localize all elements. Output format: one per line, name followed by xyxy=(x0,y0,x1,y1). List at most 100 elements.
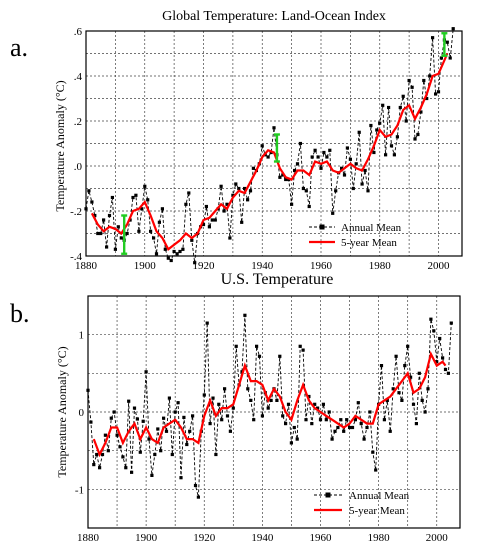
b-annual-point-1886 xyxy=(103,433,107,437)
b-annual-point-1898 xyxy=(138,450,142,454)
panel-a-5-year-mean-series xyxy=(90,53,449,251)
a-annual-point-1960 xyxy=(319,166,323,170)
b-annual-point-1972 xyxy=(353,418,357,422)
a-annual-point-2000 xyxy=(436,90,441,94)
b-annual-point-1993 xyxy=(414,422,418,426)
a-annual-point-1970 xyxy=(348,157,352,161)
b-annual-point-1985 xyxy=(391,387,395,391)
a-annual-point-1937 xyxy=(251,166,255,170)
b-annual-point-1961 xyxy=(321,402,325,406)
b-annual-point-1991 xyxy=(409,375,413,379)
a-annual-point-1902 xyxy=(149,229,153,233)
b-annual-point-1887 xyxy=(106,449,110,453)
b-annual-point-1905 xyxy=(159,449,163,453)
a-annual-point-1962 xyxy=(325,155,329,159)
b-annual-point-1921 xyxy=(205,321,209,325)
a-y-tick-1: -.2 xyxy=(70,206,82,218)
a-annual-point-1983 xyxy=(387,105,391,110)
a-annual-point-1912 xyxy=(178,249,182,254)
b-annual-point-1918 xyxy=(196,495,200,499)
b-annual-point-1900 xyxy=(144,370,148,374)
a-annual-point-1896 xyxy=(131,195,135,200)
a-annual-point-1968 xyxy=(342,173,347,177)
panel-a-plot-frame xyxy=(85,30,463,257)
b-annual-point-1953 xyxy=(298,344,302,348)
a-annual-point-1975 xyxy=(363,168,367,173)
b-annual-point-1895 xyxy=(130,470,134,474)
b-annual-point-1983 xyxy=(385,398,389,402)
b-y-tick-1: 0 xyxy=(79,407,85,419)
a-annual-point-1994 xyxy=(419,110,423,114)
a-x-tick-1920: 1920 xyxy=(193,260,216,272)
b-annual-point-1902 xyxy=(150,473,154,477)
a-x-tick-1940: 1940 xyxy=(251,260,274,272)
a-annual-point-1980 xyxy=(378,121,382,125)
a-annual-point-1940 xyxy=(260,144,264,148)
a-annual-point-1950 xyxy=(290,202,294,206)
a-annual-point-1928 xyxy=(225,202,229,206)
a-annual-point-1915 xyxy=(187,191,191,195)
a-annual-point-1881 xyxy=(87,189,91,193)
a-annual-point-1931 xyxy=(234,182,238,186)
b-annual-point-1901 xyxy=(147,437,151,441)
a-annual-point-1921 xyxy=(204,204,208,209)
panel-a-global-temperature: a. Global Temperature: Land-Ocean Index … xyxy=(10,9,463,272)
panel-a-y-tick-labels: -.4 -.2 .0 .2 .4 .6 xyxy=(70,26,82,263)
b-annual-point-1916 xyxy=(191,414,195,418)
b-annual-point-1995 xyxy=(420,398,424,402)
a-annual-point-1974 xyxy=(360,182,364,186)
b-annual-point-2001 xyxy=(438,336,442,341)
a-annual-point-1946 xyxy=(278,175,282,179)
panel-b-annual-mean-series xyxy=(86,313,453,499)
a-annual-point-1947 xyxy=(281,173,285,177)
a-annual-point-1900 xyxy=(143,184,147,188)
a-annual-point-1990 xyxy=(407,78,411,83)
b-annual-point-1976 xyxy=(365,425,369,430)
b-x-tick-1940: 1940 xyxy=(251,532,274,544)
panel-b-legend-annual-label: Annual Mean xyxy=(349,490,410,502)
panel-a-legend: Annual Mean 5-year Mean xyxy=(309,222,402,249)
b-annual-point-1970 xyxy=(348,425,352,430)
a-annual-point-1958 xyxy=(313,148,317,152)
a-5-year-mean-line xyxy=(90,53,449,251)
a-annual-point-1901 xyxy=(146,198,150,202)
panel-b-legend: Annual Mean 5-year Mean xyxy=(314,490,410,517)
b-annual-point-1890 xyxy=(115,433,119,437)
a-annual-point-1930 xyxy=(231,193,235,197)
panel-b-x-tick-labels: 1880 1900 1920 1940 1960 1980 2000 xyxy=(77,532,448,544)
a-annual-point-1907 xyxy=(163,247,167,251)
a-annual-point-2003 xyxy=(445,40,449,44)
a-annual-point-1914 xyxy=(184,202,188,206)
b-annual-point-2004 xyxy=(446,371,450,375)
b-annual-point-2003 xyxy=(443,367,448,372)
a-x-tick-1900: 1900 xyxy=(134,260,157,272)
a-annual-point-1923 xyxy=(210,218,214,222)
a-annual-point-1969 xyxy=(345,146,349,150)
b-annual-point-1946 xyxy=(278,354,282,358)
b-annual-point-1930 xyxy=(231,406,235,410)
a-y-tick-0: -.4 xyxy=(70,251,82,263)
panel-b-us-temperature: b. U.S. Temperature Temperature Anomaly … xyxy=(10,271,461,544)
a-annual-point-1984 xyxy=(389,144,394,148)
b-annual-point-2000 xyxy=(435,360,439,364)
panel-b-title: U.S. Temperature xyxy=(221,271,334,288)
b-annual-point-1889 xyxy=(112,410,116,414)
a-annual-point-2005 xyxy=(451,27,455,31)
a-annual-point-1985 xyxy=(392,153,396,157)
a-annual-point-1993 xyxy=(416,132,420,137)
a-annual-point-1920 xyxy=(201,222,206,227)
a-annual-point-2001 xyxy=(439,56,443,60)
b-annual-point-1997 xyxy=(426,387,430,391)
b-x-tick-1900: 1900 xyxy=(135,532,158,544)
a-annual-point-1965 xyxy=(334,189,338,193)
b-annual-point-1984 xyxy=(388,429,392,433)
b-annual-point-1917 xyxy=(193,483,198,488)
b-annual-point-1922 xyxy=(208,422,212,426)
a-annual-point-1897 xyxy=(134,193,138,197)
panel-a-error-bars xyxy=(121,32,448,255)
a-annual-point-1887 xyxy=(105,245,109,249)
b-annual-point-1973 xyxy=(356,401,360,405)
a-annual-point-1951 xyxy=(293,168,297,173)
b-annual-point-1968 xyxy=(342,429,346,433)
